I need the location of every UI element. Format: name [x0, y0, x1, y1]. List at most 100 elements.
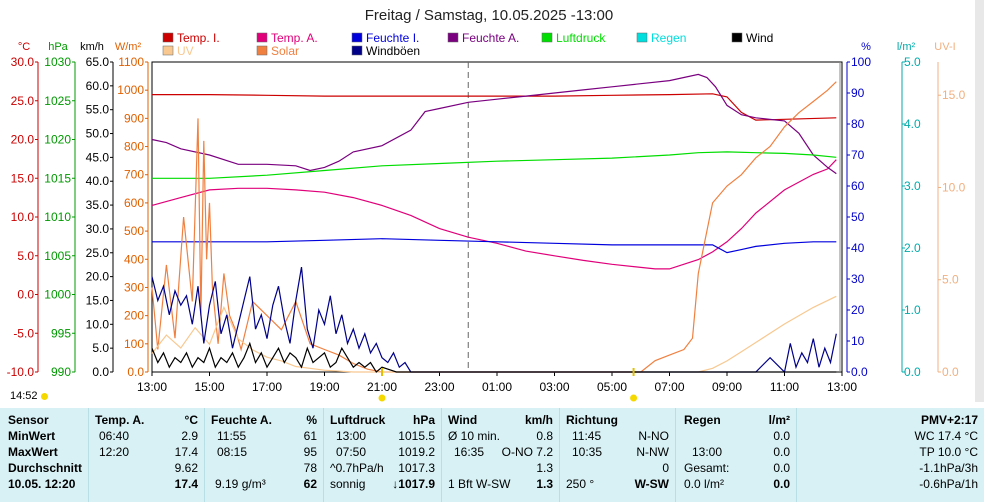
row-max: MaxWert — [8, 445, 58, 459]
y-tick-label-humidity: 70 — [851, 148, 865, 162]
y-tick-label-solar: 0.0 — [127, 365, 144, 379]
x-tick-label: 03:00 — [539, 380, 569, 394]
y-tick-label-solar: 900 — [124, 111, 144, 125]
temp-now-val: 17.4 — [174, 477, 198, 491]
y-tick-label-wind: 65.0 — [86, 55, 110, 69]
y-tick-label-wind: 10.0 — [86, 317, 110, 331]
col-sensor: Sensor MinWert MaxWert Durchschnitt 10.0… — [0, 408, 89, 502]
temp-max-time: 12:20 — [99, 445, 130, 459]
y-tick-label-rain: 4.0 — [904, 117, 921, 131]
rain-unit: l/m² — [768, 413, 790, 427]
y-tick-label-solar: 700 — [124, 168, 144, 182]
y-tick-label-humidity: 0.0 — [851, 365, 868, 379]
y-tick-label-temp: 15.0 — [11, 171, 35, 185]
col-extra: PMV+2:17 WC 17.4 °C TP 10.0 °C -1.1hPa/3… — [797, 408, 984, 502]
series-line-windb-en — [151, 266, 837, 374]
y-tick-label-pressure: 1010 — [44, 210, 71, 224]
hum-avg-val: 78 — [303, 461, 317, 475]
y-tick-label-wind: 15.0 — [86, 293, 110, 307]
legend-label: Luftdruck — [556, 31, 606, 45]
extra-wc: WC 17.4 °C — [914, 429, 978, 443]
time-readout-label: 14:52 — [10, 390, 38, 402]
sun-icon — [40, 392, 48, 400]
legend-label: Temp. A. — [271, 31, 318, 45]
hum-min-val: 61 — [303, 429, 317, 443]
y-tick-label-wind: 5.0 — [92, 341, 109, 355]
press-trend: ^0.7hPa/h — [330, 461, 384, 475]
y-axis-unit-humidity: % — [861, 41, 871, 53]
rain-total-val: 0.0 — [773, 461, 790, 475]
col-pressure: Luftdruck hPa 13:00 1015.5 07:50 1019.2 ^0.… — [324, 408, 442, 502]
y-tick-label-rain: 5.0 — [904, 55, 921, 69]
chart-legend: Temp. I. Temp. A. Feuchte I. Feuchte A. Luft… — [162, 31, 773, 58]
y-tick-label-solar: 400 — [124, 252, 144, 266]
sun-markers — [378, 368, 638, 402]
legend-swatch — [162, 45, 174, 56]
legend-swatch — [541, 32, 553, 43]
y-tick-label-pressure: 1015 — [44, 171, 71, 185]
rain-max-val: 0.0 — [773, 445, 790, 459]
press-arrow-icon: ↓ — [392, 477, 399, 491]
y-tick-label-temp: 10.0 — [11, 210, 35, 224]
wind-avg-val: 1.3 — [536, 461, 553, 475]
legend-label: Feuchte A. — [462, 31, 519, 45]
series-line-wind — [151, 341, 837, 373]
y-tick-label-solar: 600 — [124, 196, 144, 210]
y-axis-unit-wind: km/h — [80, 41, 104, 53]
y-tick-label-humidity: 100 — [851, 55, 871, 69]
y-tick-label-wind: 25.0 — [86, 246, 110, 260]
press-avg-val: 1017.3 — [398, 461, 435, 475]
y-tick-label-temp: 5.0 — [17, 249, 34, 263]
hum-title: Feuchte A. — [211, 413, 272, 427]
press-min-time: 13:00 — [336, 429, 367, 443]
temp-title: Temp. A. — [95, 413, 145, 427]
wind-max-time: 16:35 — [454, 445, 485, 459]
press-max-val: 1019.2 — [398, 445, 435, 459]
temp-min-time: 06:40 — [99, 429, 130, 443]
y-tick-label-uv: 15.0 — [942, 88, 966, 102]
series-line-temp-a- — [151, 159, 837, 270]
extra-trend1h: -0.6hPa/1h — [919, 477, 978, 491]
rain-now-val: 0.0 — [773, 477, 790, 491]
sunrise-marker-icon — [630, 394, 638, 402]
x-tick-label: 19:00 — [309, 380, 339, 394]
series-line-uv — [151, 295, 837, 373]
y-tick-label-temp: 0.0 — [17, 288, 34, 302]
wind-avg-label: Ø 10 min. — [448, 429, 501, 443]
hum-min-time: 11:55 — [217, 429, 247, 443]
col-humidity: Feuchte A.% 11:55 61 08:15 95 78 9.19 g/m³… — [205, 408, 324, 502]
y-tick-label-wind: 20.0 — [86, 270, 110, 284]
dir-avg-val: 0 — [662, 461, 669, 475]
y-tick-label-rain: 1.0 — [904, 303, 921, 317]
wind-unit: km/h — [524, 413, 553, 427]
dir-title: Richtung — [566, 413, 618, 427]
x-tick-label: 23:00 — [424, 380, 454, 394]
dir-degrees: 250 ° — [566, 477, 595, 491]
wind-max-dir: O-NO 7.2 — [501, 445, 553, 459]
y-tick-label-humidity: 30 — [851, 272, 865, 286]
row-min: MinWert — [8, 429, 56, 443]
plot-background — [151, 61, 843, 373]
y-tick-label-wind: 50.0 — [86, 127, 110, 141]
y-tick-label-solar: 300 — [124, 280, 144, 294]
dir-min-time: 11:45 — [572, 429, 602, 443]
row-now: 10.05. 12:20 — [8, 477, 76, 491]
y-tick-label-wind: 30.0 — [86, 222, 110, 236]
legend-label: Solar — [271, 44, 299, 58]
series-line-feuchte-a- — [151, 73, 837, 175]
y-tick-label-rain: 3.0 — [904, 179, 921, 193]
y-tick-label-temp: 20.0 — [11, 133, 35, 147]
vertical-scrollbar[interactable] — [975, 0, 984, 402]
y-tick-label-wind: 60.0 — [86, 79, 110, 93]
y-tick-label-temp: 30.0 — [11, 55, 35, 69]
legend-label: UV — [177, 44, 194, 58]
y-tick-label-solar: 200 — [124, 309, 144, 323]
legend-swatch — [256, 45, 268, 56]
rain-max-time: 13:00 — [692, 445, 723, 459]
y-tick-label-solar: 1000 — [117, 83, 144, 97]
rain-now-label: 0.0 l/m² — [684, 477, 725, 491]
wind-now-val: 1.3 — [536, 477, 553, 491]
dir-min-val: N-NO — [638, 429, 669, 443]
y-tick-label-wind: 40.0 — [86, 174, 110, 188]
y-tick-label-humidity: 60 — [851, 179, 865, 193]
